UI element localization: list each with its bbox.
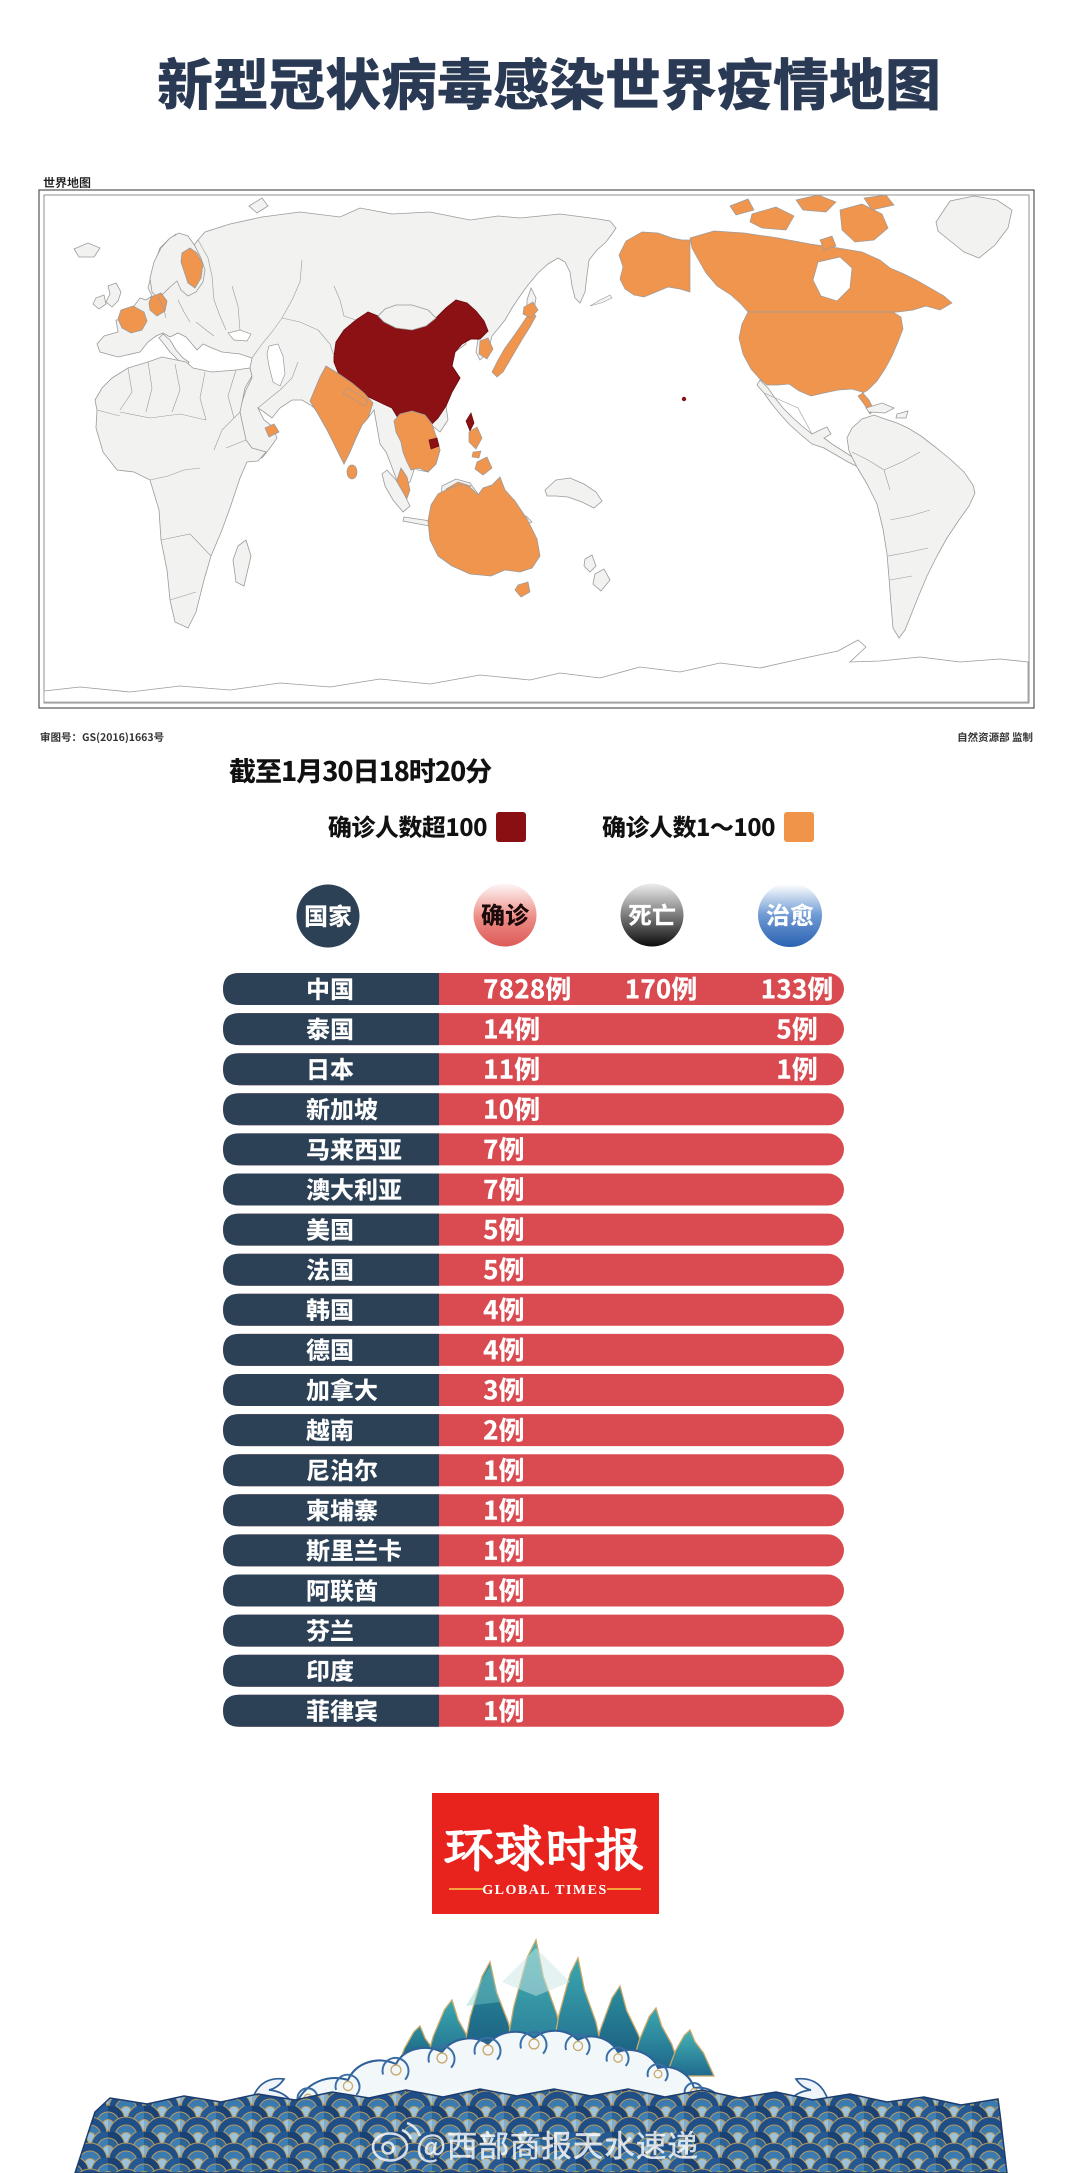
svg-text:GLOBAL TIMES: GLOBAL TIMES xyxy=(482,1883,608,1898)
